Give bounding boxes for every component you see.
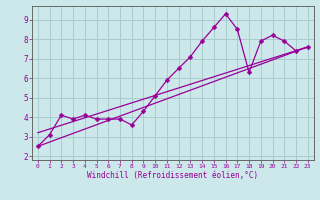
X-axis label: Windchill (Refroidissement éolien,°C): Windchill (Refroidissement éolien,°C) xyxy=(87,171,258,180)
